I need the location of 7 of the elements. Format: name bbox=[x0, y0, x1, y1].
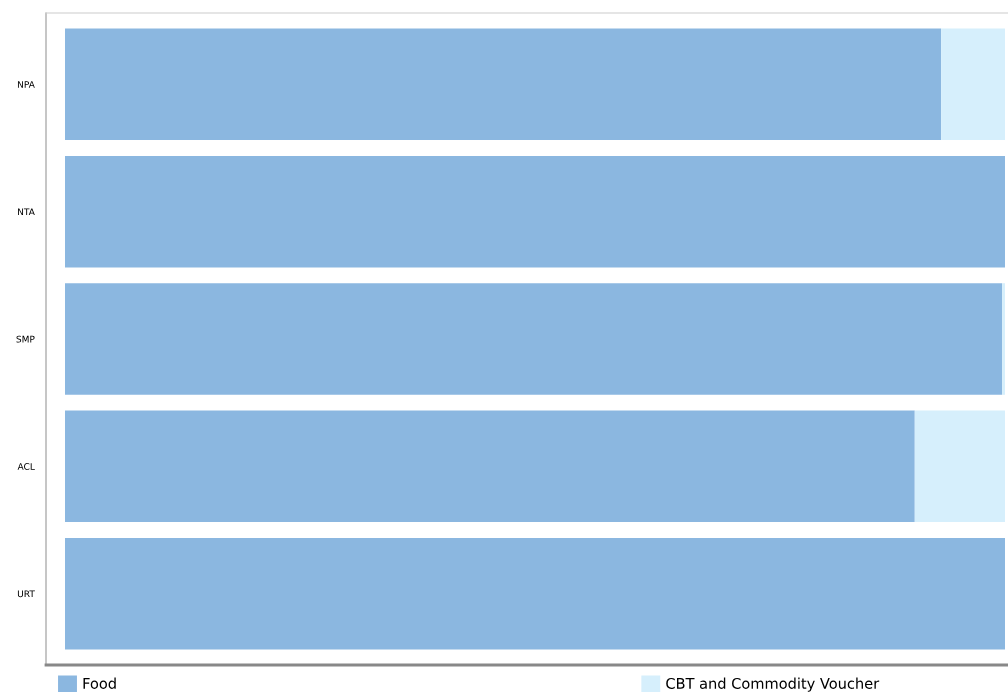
legend-label: Food bbox=[83, 677, 116, 689]
legend-label: CBT and Commodity Voucher bbox=[666, 677, 880, 692]
y-tick-label: NPA bbox=[17, 81, 35, 88]
y-tick-label: URT bbox=[17, 590, 35, 598]
y-tick-label: SMP bbox=[16, 335, 35, 343]
y-tick-label: ACL bbox=[17, 463, 35, 470]
y-tick-label: NTA bbox=[18, 208, 35, 216]
